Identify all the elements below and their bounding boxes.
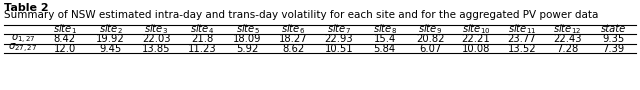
Text: 22.03: 22.03: [142, 34, 170, 44]
Text: 22.43: 22.43: [553, 34, 582, 44]
Text: site$_7$: site$_7$: [327, 23, 351, 36]
Text: state: state: [600, 24, 626, 34]
Text: 12.0: 12.0: [54, 43, 76, 53]
Text: Table 2: Table 2: [4, 3, 49, 13]
Text: 22.21: 22.21: [461, 34, 490, 44]
Text: site$_{12}$: site$_{12}$: [554, 23, 582, 36]
Text: site$_9$: site$_9$: [419, 23, 442, 36]
Text: 20.82: 20.82: [416, 34, 445, 44]
Text: 19.92: 19.92: [96, 34, 125, 44]
Text: site$_6$: site$_6$: [281, 23, 305, 36]
Text: 22.93: 22.93: [324, 34, 353, 44]
Text: 10.51: 10.51: [324, 43, 353, 53]
Text: 5.92: 5.92: [236, 43, 259, 53]
Text: 11.23: 11.23: [188, 43, 216, 53]
Text: 13.52: 13.52: [508, 43, 536, 53]
Text: 6.07: 6.07: [419, 43, 442, 53]
Text: 9.45: 9.45: [99, 43, 122, 53]
Text: 8.42: 8.42: [54, 34, 76, 44]
Text: Summary of NSW estimated intra-day and trans-day volatility for each site and fo: Summary of NSW estimated intra-day and t…: [4, 10, 598, 20]
Text: 8.62: 8.62: [282, 43, 305, 53]
Text: site$_{10}$: site$_{10}$: [462, 23, 490, 36]
Text: site$_5$: site$_5$: [236, 23, 260, 36]
Text: 18.27: 18.27: [279, 34, 308, 44]
Text: 7.28: 7.28: [556, 43, 579, 53]
Text: site$_3$: site$_3$: [144, 23, 168, 36]
Text: 9.35: 9.35: [602, 34, 624, 44]
Text: site$_4$: site$_4$: [190, 23, 214, 36]
Text: site$_1$: site$_1$: [53, 23, 77, 36]
Text: 15.4: 15.4: [374, 34, 396, 44]
Text: 7.39: 7.39: [602, 43, 624, 53]
Text: $\sigma_{27,27}$: $\sigma_{27,27}$: [8, 42, 38, 55]
Text: 21.8: 21.8: [191, 34, 213, 44]
Text: site$_8$: site$_8$: [372, 23, 397, 36]
Text: 10.08: 10.08: [462, 43, 490, 53]
Text: 23.77: 23.77: [508, 34, 536, 44]
Text: 5.84: 5.84: [374, 43, 396, 53]
Text: site$_2$: site$_2$: [99, 23, 122, 36]
Text: 18.09: 18.09: [234, 34, 262, 44]
Text: $\sigma_{1,27}$: $\sigma_{1,27}$: [11, 32, 35, 46]
Text: site$_{11}$: site$_{11}$: [508, 23, 536, 36]
Text: 13.85: 13.85: [142, 43, 170, 53]
